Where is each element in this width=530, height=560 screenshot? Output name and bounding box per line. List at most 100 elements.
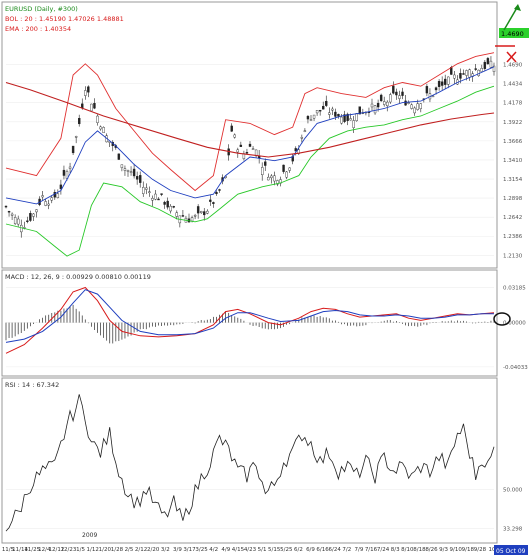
candle-body [230, 125, 233, 132]
x-tick-label: 11/25 [24, 547, 40, 553]
candle-body [410, 104, 413, 109]
x-tick-label: 6/24 [329, 547, 342, 553]
x-tick-label: 3/17 [183, 547, 196, 553]
bollinger-mid-line [5, 66, 495, 205]
candle-body [386, 101, 389, 107]
candle-body [160, 193, 163, 195]
candle-body [352, 120, 355, 128]
candle-body [47, 203, 50, 206]
candle-body [206, 210, 209, 214]
rsi-title: RSI : 14 : 67.342 [5, 381, 59, 389]
candle-body [154, 193, 157, 200]
x-tick-label: 9/28 [474, 547, 487, 553]
candle-body [453, 74, 456, 79]
candle-body [93, 103, 96, 109]
candle-body [209, 199, 212, 202]
candle-body [251, 148, 255, 150]
x-tick-label: 6/2 [294, 547, 303, 553]
candle-body [486, 58, 490, 65]
candle-body [126, 170, 130, 172]
price-grid [6, 64, 494, 256]
candle-body [419, 103, 422, 109]
candle-body [135, 176, 139, 180]
x-tick-label: 8/10 [401, 547, 414, 553]
candle-body [416, 103, 419, 110]
price-y-tick-label: 1.2386 [503, 234, 523, 240]
macd-line [5, 286, 495, 354]
candle-body [282, 164, 285, 172]
candle-body [437, 81, 441, 87]
candle-body [193, 215, 197, 217]
candle-body [337, 113, 340, 117]
candle-body [355, 113, 358, 121]
x-tick-label: 6/16 [316, 547, 329, 553]
candle-body [120, 164, 124, 168]
candle-body [334, 111, 337, 117]
date-label-box [494, 545, 528, 555]
price-y-tick-label: 1.3410 [503, 158, 523, 164]
candle-body [129, 171, 133, 173]
macd-title: MACD : 12, 26, 9 : 0.00929 0.00810 0.001… [5, 273, 151, 281]
candle-body [370, 103, 374, 108]
candle-body [270, 175, 273, 179]
candle-body [13, 217, 17, 224]
candle-body [41, 195, 44, 198]
candle-body [68, 166, 72, 169]
price-y-tick-label: 1.2642 [503, 215, 522, 221]
x-tick-label: 7/16 [365, 547, 378, 553]
bollinger-lower-line [5, 85, 495, 257]
candle-body [492, 65, 496, 72]
candle-body [379, 94, 383, 102]
candle-body [294, 148, 297, 152]
candle-body [62, 169, 66, 176]
price-y-tick-label: 1.3922 [503, 120, 522, 126]
candle-body [407, 102, 410, 104]
candle-body [444, 78, 447, 85]
candle-body [322, 105, 325, 110]
candle-body [346, 113, 349, 121]
x-tick-label: 10 [489, 547, 496, 553]
candle-body [489, 60, 493, 68]
x-tick-label: 1/12 [87, 547, 99, 553]
red-cross-b [506, 51, 517, 63]
candle-body [306, 116, 310, 120]
macd-y-tick-label: 0.00000 [503, 321, 526, 327]
candle-body [465, 70, 468, 76]
candle-body [343, 114, 346, 122]
candle-body [312, 114, 316, 119]
candle-body [145, 187, 148, 190]
x-tick-label: 1/28 [111, 547, 124, 553]
x-tick-label: 3/2 [161, 547, 170, 553]
macd-panel-frame [1, 269, 498, 377]
candle-body [44, 201, 47, 206]
x-tick-label: 9/10 [450, 547, 463, 553]
macd-series-group [5, 286, 495, 368]
candle-body [389, 94, 392, 103]
x-tick-label: 7/9 [354, 547, 363, 553]
candle-body [181, 215, 185, 217]
candle-body [77, 118, 81, 125]
candle-body [459, 73, 462, 79]
up-arrow-annotation [503, 5, 519, 31]
candle-body [267, 176, 270, 181]
candle-body [117, 153, 121, 160]
candle-body [401, 91, 404, 96]
candle-body [17, 218, 20, 225]
candle-body [248, 143, 252, 147]
candle-body [199, 211, 203, 213]
candle-body [331, 108, 334, 111]
bollinger-upper-line [5, 52, 495, 192]
candle-body [376, 102, 380, 108]
rsi-series-group [5, 394, 495, 532]
rsi-y-axis: 50.000 33.298 [503, 488, 523, 533]
candle-body [10, 213, 14, 216]
candle-body [398, 95, 401, 99]
rsi-y-tick-label: 50.000 [503, 488, 523, 494]
candle-body [239, 144, 243, 147]
candle-body [157, 198, 160, 201]
candle-body [71, 145, 75, 154]
candle-body [4, 205, 8, 208]
candle-body [138, 175, 142, 183]
last-price-marker [499, 28, 529, 38]
